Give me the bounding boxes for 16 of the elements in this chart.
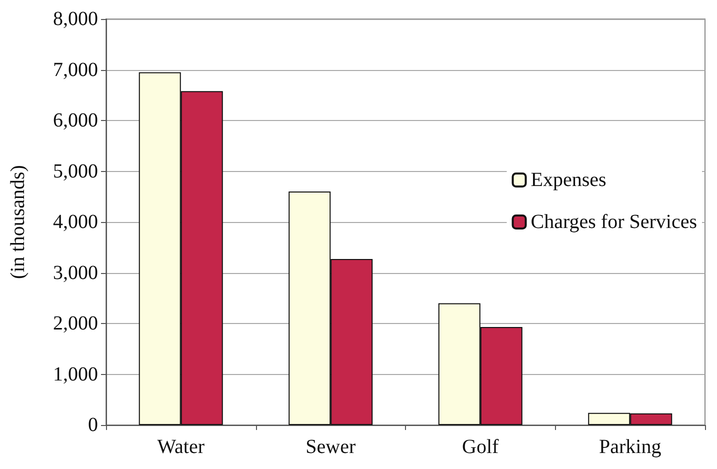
- y-tick-label: 5,000: [53, 160, 98, 182]
- x-tick-label: Parking: [599, 436, 662, 458]
- x-tick-label: Golf: [462, 436, 500, 458]
- y-tick-label: 0: [88, 414, 98, 436]
- y-tick-label: 4,000: [53, 211, 98, 233]
- legend-label: Expenses: [530, 169, 607, 191]
- x-tick-label: Sewer: [306, 436, 356, 458]
- legend-label: Charges for Services: [530, 211, 698, 233]
- y-tick-label: 2,000: [53, 312, 98, 334]
- y-tick-label: 1,000: [53, 363, 98, 386]
- x-tick-label: Water: [157, 436, 205, 458]
- y-axis-title: (in thousands): [7, 165, 29, 279]
- y-tick-label: 3,000: [53, 262, 98, 284]
- y-tick-label: 8,000: [53, 8, 98, 30]
- y-tick-label: 6,000: [53, 110, 98, 132]
- y-tick-label: 7,000: [53, 58, 98, 81]
